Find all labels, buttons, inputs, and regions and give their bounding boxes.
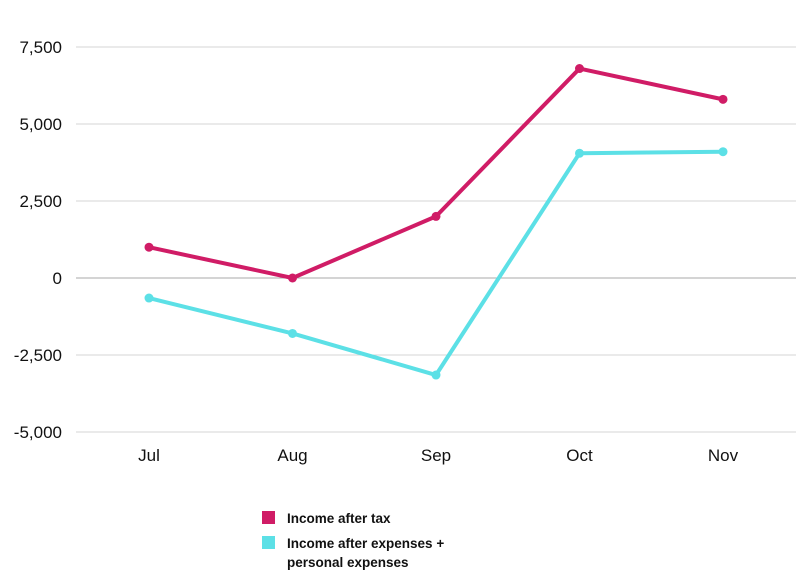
legend-item-income-after-tax: Income after tax (262, 509, 477, 528)
y-tick-label: -2,500 (14, 346, 62, 365)
x-tick-label: Aug (277, 446, 307, 465)
legend-swatch-income-after-expenses (262, 536, 275, 549)
legend-label-income-after-tax: Income after tax (287, 511, 391, 526)
x-tick-label: Oct (566, 446, 593, 465)
data-point-series-0 (144, 242, 154, 252)
y-tick-label: -5,000 (14, 423, 62, 442)
series-line-1 (147, 149, 725, 378)
x-tick-label: Sep (421, 446, 451, 465)
y-tick-label: 5,000 (19, 115, 62, 134)
data-point-series-1 (431, 370, 441, 380)
data-point-series-0 (288, 273, 297, 283)
legend: Income after tax Income after expenses +… (262, 509, 477, 578)
legend-label-income-after-expenses: Income after expenses + personal expense… (287, 536, 445, 570)
y-axis-tick-labels: 7,500 5,000 2,500 0 -2,500 -5,000 (14, 38, 62, 442)
data-point-series-1 (575, 148, 584, 158)
data-point-series-0 (718, 94, 728, 104)
y-tick-label: 0 (53, 269, 62, 288)
data-point-series-1 (288, 328, 297, 338)
data-point-series-0 (575, 64, 584, 74)
x-tick-label: Nov (708, 446, 739, 465)
data-point-series-0 (431, 211, 441, 221)
grid-lines (76, 46, 796, 433)
y-tick-label: 7,500 (19, 38, 62, 57)
data-point-series-1 (718, 147, 728, 157)
data-point-series-1 (144, 293, 154, 303)
series-lines (144, 64, 728, 380)
series-line-0 (147, 66, 725, 280)
legend-item-income-after-expenses: Income after expenses + personal expense… (262, 534, 477, 572)
y-tick-label: 2,500 (19, 192, 62, 211)
line-chart: 7,500 5,000 2,500 0 -2,500 -5,000 Jul Aug Sep Oc… (14, 38, 796, 465)
x-tick-label: Jul (138, 446, 160, 465)
x-axis-tick-labels: Jul Aug Sep Oct Nov (138, 446, 738, 465)
legend-swatch-income-after-tax (262, 511, 275, 524)
